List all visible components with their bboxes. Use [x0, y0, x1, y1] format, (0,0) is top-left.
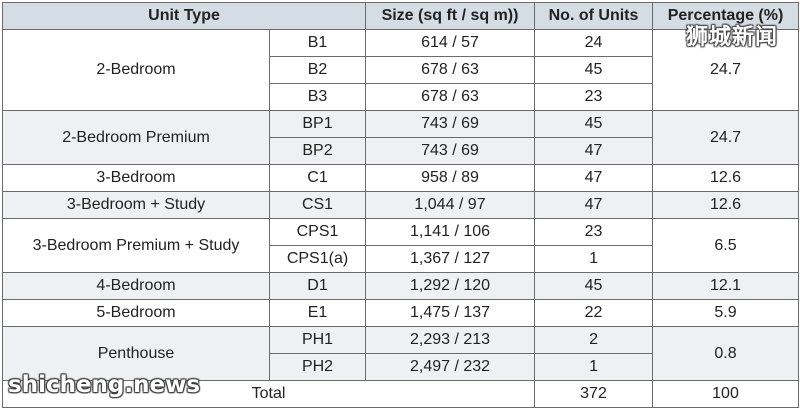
size-cell: 1,292 / 120: [365, 272, 536, 300]
percentage-cell: 24.7: [652, 29, 800, 111]
units-cell: 24: [534, 29, 654, 57]
size-cell: 743 / 69: [365, 110, 536, 138]
table-row: 3-Bedroom Premium + Study CPS1 1,141 / 1…: [2, 218, 800, 273]
unit-code-cell: B3: [268, 83, 367, 111]
table-row: B3 678 / 63 23: [3, 83, 799, 111]
unit-code-cell: D1: [268, 272, 367, 300]
header-percentage: Percentage (%): [652, 2, 800, 30]
size-cell: 2,497 / 232: [365, 353, 536, 381]
units-cell: 45: [534, 56, 654, 84]
table-row: 3-Bedroom + Study CS1 1,044 / 97 47 12.6: [2, 191, 800, 219]
unit-code-cell: E1: [268, 299, 367, 327]
size-cell: 614 / 57: [365, 29, 536, 57]
size-cell: 1,044 / 97: [365, 191, 536, 219]
unit-code-cell: BP2: [268, 137, 367, 165]
units-cell: 1: [534, 245, 654, 273]
watermark-bottom: shicheng.news: [8, 372, 201, 398]
units-cell: 2: [534, 326, 654, 354]
table-row: 3-Bedroom C1 958 / 89 47 12.6: [2, 164, 800, 192]
unit-code-cell: CS1: [268, 191, 367, 219]
size-cell: 1,141 / 106: [365, 218, 536, 246]
size-cell: 2,293 / 213: [365, 326, 536, 354]
header-row: Unit Type Size (sq ft / sq m)) No. of Un…: [1, 2, 800, 30]
unit-code-cell: BP1: [268, 110, 367, 138]
unit-code-cell: C1: [268, 164, 367, 192]
percentage-cell: 5.9: [652, 299, 800, 327]
size-cell: 678 / 63: [365, 83, 536, 111]
unit-type-cell: Penthouse: [2, 326, 270, 381]
unit-type-cell: 2-Bedroom: [2, 29, 270, 111]
units-cell: 22: [534, 299, 654, 327]
total-percentage: 100: [652, 380, 800, 408]
percentage-cell: 12.1: [652, 272, 800, 300]
size-cell: 743 / 69: [365, 137, 536, 165]
unit-code-cell: CPS1(a): [268, 245, 367, 273]
total-units: 372: [534, 380, 654, 408]
watermark-top: 狮城新闻: [685, 25, 778, 50]
unit-code-cell: PH2: [268, 353, 367, 381]
units-cell: 45: [534, 110, 654, 138]
percentage-cell: 0.8: [652, 326, 800, 381]
units-cell: 47: [534, 137, 654, 165]
percentage-cell: 24.7: [652, 110, 800, 165]
percentage-cell: 12.6: [652, 191, 800, 219]
table-row: 2-Bedroom Premium BP1 743 / 69 45 24.7: [2, 110, 800, 165]
units-cell: 45: [534, 272, 654, 300]
units-cell: 23: [534, 83, 654, 111]
size-cell: 958 / 89: [365, 164, 536, 192]
unit-code-cell: B1: [268, 29, 367, 57]
table-row: BP2 743 / 69 47: [3, 137, 799, 165]
table-row: 5-Bedroom E1 1,475 / 137 22 5.9: [2, 299, 800, 327]
unit-code-cell: CPS1: [268, 218, 367, 246]
table-row: PH2 2,497 / 232 1: [3, 353, 799, 381]
size-cell: 678 / 63: [365, 56, 536, 84]
units-cell: 23: [534, 218, 654, 246]
unit-type-cell: 4-Bedroom: [2, 272, 270, 300]
table-row: B2 678 / 63 45: [3, 56, 799, 84]
table-row: 2-Bedroom B1 614 / 57 24 24.7: [2, 29, 800, 111]
percentage-cell: 6.5: [652, 218, 800, 273]
unit-type-cell: 3-Bedroom: [2, 164, 270, 192]
units-cell: 47: [534, 164, 654, 192]
table-row: CPS1(a) 1,367 / 127 1: [3, 245, 799, 273]
size-cell: 1,367 / 127: [365, 245, 536, 273]
unit-code-cell: PH1: [268, 326, 367, 354]
unit-type-cell: 3-Bedroom Premium + Study: [2, 218, 270, 273]
unit-type-cell: 2-Bedroom Premium: [2, 110, 270, 165]
header-size: Size (sq ft / sq m)): [365, 2, 536, 30]
table-row: Penthouse PH1 2,293 / 213 2 0.8: [2, 326, 800, 381]
table-row: 4-Bedroom D1 1,292 / 120 45 12.1: [2, 272, 800, 300]
unit-code-cell: B2: [268, 56, 367, 84]
header-unit-type: Unit Type: [1, 2, 367, 30]
unit-type-cell: 3-Bedroom + Study: [2, 191, 270, 219]
header-units: No. of Units: [534, 2, 654, 30]
unit-type-cell: 5-Bedroom: [2, 299, 270, 327]
size-cell: 1,475 / 137: [365, 299, 536, 327]
units-cell: 47: [534, 191, 654, 219]
units-cell: 1: [534, 353, 654, 381]
percentage-cell: 12.6: [652, 164, 800, 192]
